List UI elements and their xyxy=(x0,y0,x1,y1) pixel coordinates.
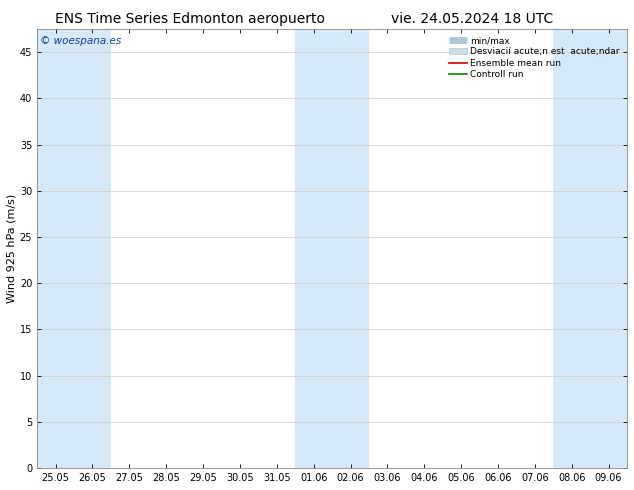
Text: © woespana.es: © woespana.es xyxy=(40,36,121,46)
Legend: min/max, Desviacií acute;n est  acute;ndar, Ensemble mean run, Controll run: min/max, Desviacií acute;n est acute;nda… xyxy=(446,33,623,82)
Bar xyxy=(295,29,332,468)
Bar xyxy=(74,29,111,468)
Bar xyxy=(590,29,627,468)
Text: ENS Time Series Edmonton aeropuerto: ENS Time Series Edmonton aeropuerto xyxy=(55,12,325,26)
Bar xyxy=(332,29,369,468)
Text: vie. 24.05.2024 18 UTC: vie. 24.05.2024 18 UTC xyxy=(391,12,553,26)
Y-axis label: Wind 925 hPa (m/s): Wind 925 hPa (m/s) xyxy=(7,194,17,303)
Bar xyxy=(553,29,590,468)
Bar xyxy=(37,29,74,468)
